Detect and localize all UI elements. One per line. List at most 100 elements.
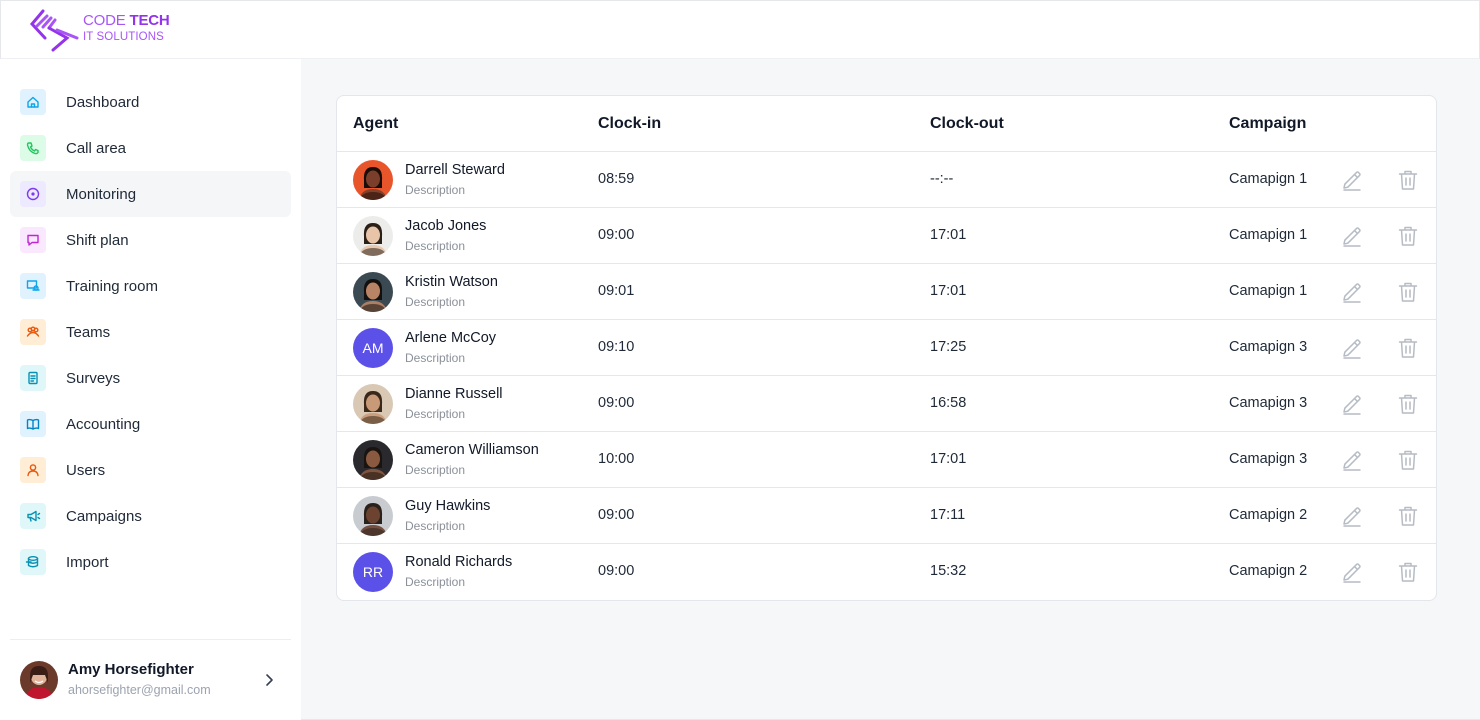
chevron-right-icon[interactable] [260,671,278,689]
campaign-name: Camapign 1 [1229,283,1308,299]
sidebar-item-users[interactable]: Users [10,447,291,493]
table-row[interactable]: RR Ronald Richards Description 09:00 15:… [337,544,1436,600]
edit-icon[interactable] [1340,224,1364,248]
clock-in-time: 09:00 [598,395,635,411]
sidebar-item-label: Training room [66,277,158,295]
sidebar-item-label: Import [66,553,109,571]
trash-icon[interactable] [1396,448,1420,472]
campaign-name: Camapign 3 [1229,339,1308,355]
table-row[interactable]: Darrell Steward Description 08:59 --:-- … [337,152,1436,208]
sidebar-item-label: Monitoring [66,185,137,203]
code-tech-logo[interactable] [27,8,83,54]
agent-description: Description [405,463,466,477]
clock-in-time: 08:59 [598,171,635,187]
sidebar-item-shift-plan[interactable]: Shift plan [10,217,291,263]
sidebar-item-label: Users [66,461,106,479]
trash-icon[interactable] [1396,168,1420,192]
campaign-name: Camapign 2 [1229,507,1308,523]
agent-description: Description [405,575,466,589]
avatar [353,440,393,480]
sidebar-item-label: Dashboard [66,93,140,111]
table-row[interactable]: Cameron Williamson Description 10:00 17:… [337,432,1436,488]
main-content: Agent Clock-in Clock-out Campaign Darrel… [301,59,1480,720]
book-icon [20,411,46,437]
sidebar-item-training-room[interactable]: Training room [10,263,291,309]
agent-name: Jacob Jones [405,218,487,234]
avatar: AM [353,328,393,368]
trash-icon[interactable] [1396,336,1420,360]
sidebar-item-accounting[interactable]: Accounting [10,401,291,447]
avatar [353,160,393,200]
sidebar-item-label: Call area [66,139,127,157]
clock-in-time: 09:10 [598,339,635,355]
database-icon [20,549,46,575]
campaign-name: Camapign 3 [1229,451,1308,467]
edit-icon[interactable] [1340,336,1364,360]
campaign-name: Camapign 1 [1229,171,1308,187]
table-body: Darrell Steward Description 08:59 --:-- … [337,152,1436,600]
megaphone-icon [20,503,46,529]
sidebar-nav: Dashboard Call area Monitoring Shift plan Tr… [10,79,291,585]
table-row[interactable]: Jacob Jones Description 09:00 17:01 Cama… [337,208,1436,264]
avatar [353,384,393,424]
avatar [353,272,393,312]
sidebar-item-call-area[interactable]: Call area [10,125,291,171]
divider [10,639,291,640]
edit-icon[interactable] [1340,168,1364,192]
clock-in-time: 09:00 [598,507,635,523]
training-icon [20,273,46,299]
teams-icon [20,319,46,345]
clock-in-time: 09:00 [598,227,635,243]
agent-description: Description [405,519,466,533]
edit-icon[interactable] [1340,504,1364,528]
agent-name: Darrell Steward [405,162,505,178]
table-row[interactable]: Guy Hawkins Description 09:00 17:11 Cama… [337,488,1436,544]
avatar [20,661,58,699]
edit-icon[interactable] [1340,280,1364,304]
header-clock-out[interactable]: Clock-out [930,115,1004,132]
sidebar-item-label: Surveys [66,369,121,387]
user-name: Amy Horsefighter [68,661,194,678]
agent-description: Description [405,183,466,197]
agent-name: Cameron Williamson [405,442,539,458]
sidebar-item-campaigns[interactable]: Campaigns [10,493,291,539]
sidebar-item-label: Campaigns [66,507,142,525]
sidebar-item-import[interactable]: Import [10,539,291,585]
edit-icon[interactable] [1340,448,1364,472]
clock-in-time: 09:00 [598,563,635,579]
sidebar-item-teams[interactable]: Teams [10,309,291,355]
monitoring-icon [20,181,46,207]
trash-icon[interactable] [1396,392,1420,416]
edit-icon[interactable] [1340,392,1364,416]
trash-icon[interactable] [1396,224,1420,248]
agent-name: Guy Hawkins [405,498,491,514]
header-campaign[interactable]: Campaign [1229,115,1307,132]
campaign-name: Camapign 1 [1229,227,1308,243]
campaign-name: Camapign 3 [1229,395,1308,411]
header-agent[interactable]: Agent [353,115,399,132]
header-clock-in[interactable]: Clock-in [598,115,662,132]
clock-out-time: 17:01 [930,283,967,299]
sidebar-item-dashboard[interactable]: Dashboard [10,79,291,125]
survey-icon [20,365,46,391]
edit-icon[interactable] [1340,560,1364,584]
agent-name: Dianne Russell [405,386,503,402]
agent-name: Ronald Richards [405,554,513,570]
brand-name: CODE TECH IT SOLUTIONS [83,12,170,43]
campaign-name: Camapign 2 [1229,563,1308,579]
trash-icon[interactable] [1396,280,1420,304]
sidebar-item-monitoring[interactable]: Monitoring [10,171,291,217]
sidebar-item-surveys[interactable]: Surveys [10,355,291,401]
agent-description: Description [405,351,466,365]
table-row[interactable]: AM Arlene McCoy Description 09:10 17:25 … [337,320,1436,376]
current-user-card[interactable]: Amy Horsefighter ahorsefighter@gmail.com [20,659,286,701]
table-row[interactable]: Dianne Russell Description 09:00 16:58 C… [337,376,1436,432]
trash-icon[interactable] [1396,504,1420,528]
agent-name: Kristin Watson [405,274,498,290]
trash-icon[interactable] [1396,560,1420,584]
user-icon [20,457,46,483]
agent-description: Description [405,239,466,253]
table-header: Agent Clock-in Clock-out Campaign [337,96,1436,152]
home-icon [20,89,46,115]
table-row[interactable]: Kristin Watson Description 09:01 17:01 C… [337,264,1436,320]
